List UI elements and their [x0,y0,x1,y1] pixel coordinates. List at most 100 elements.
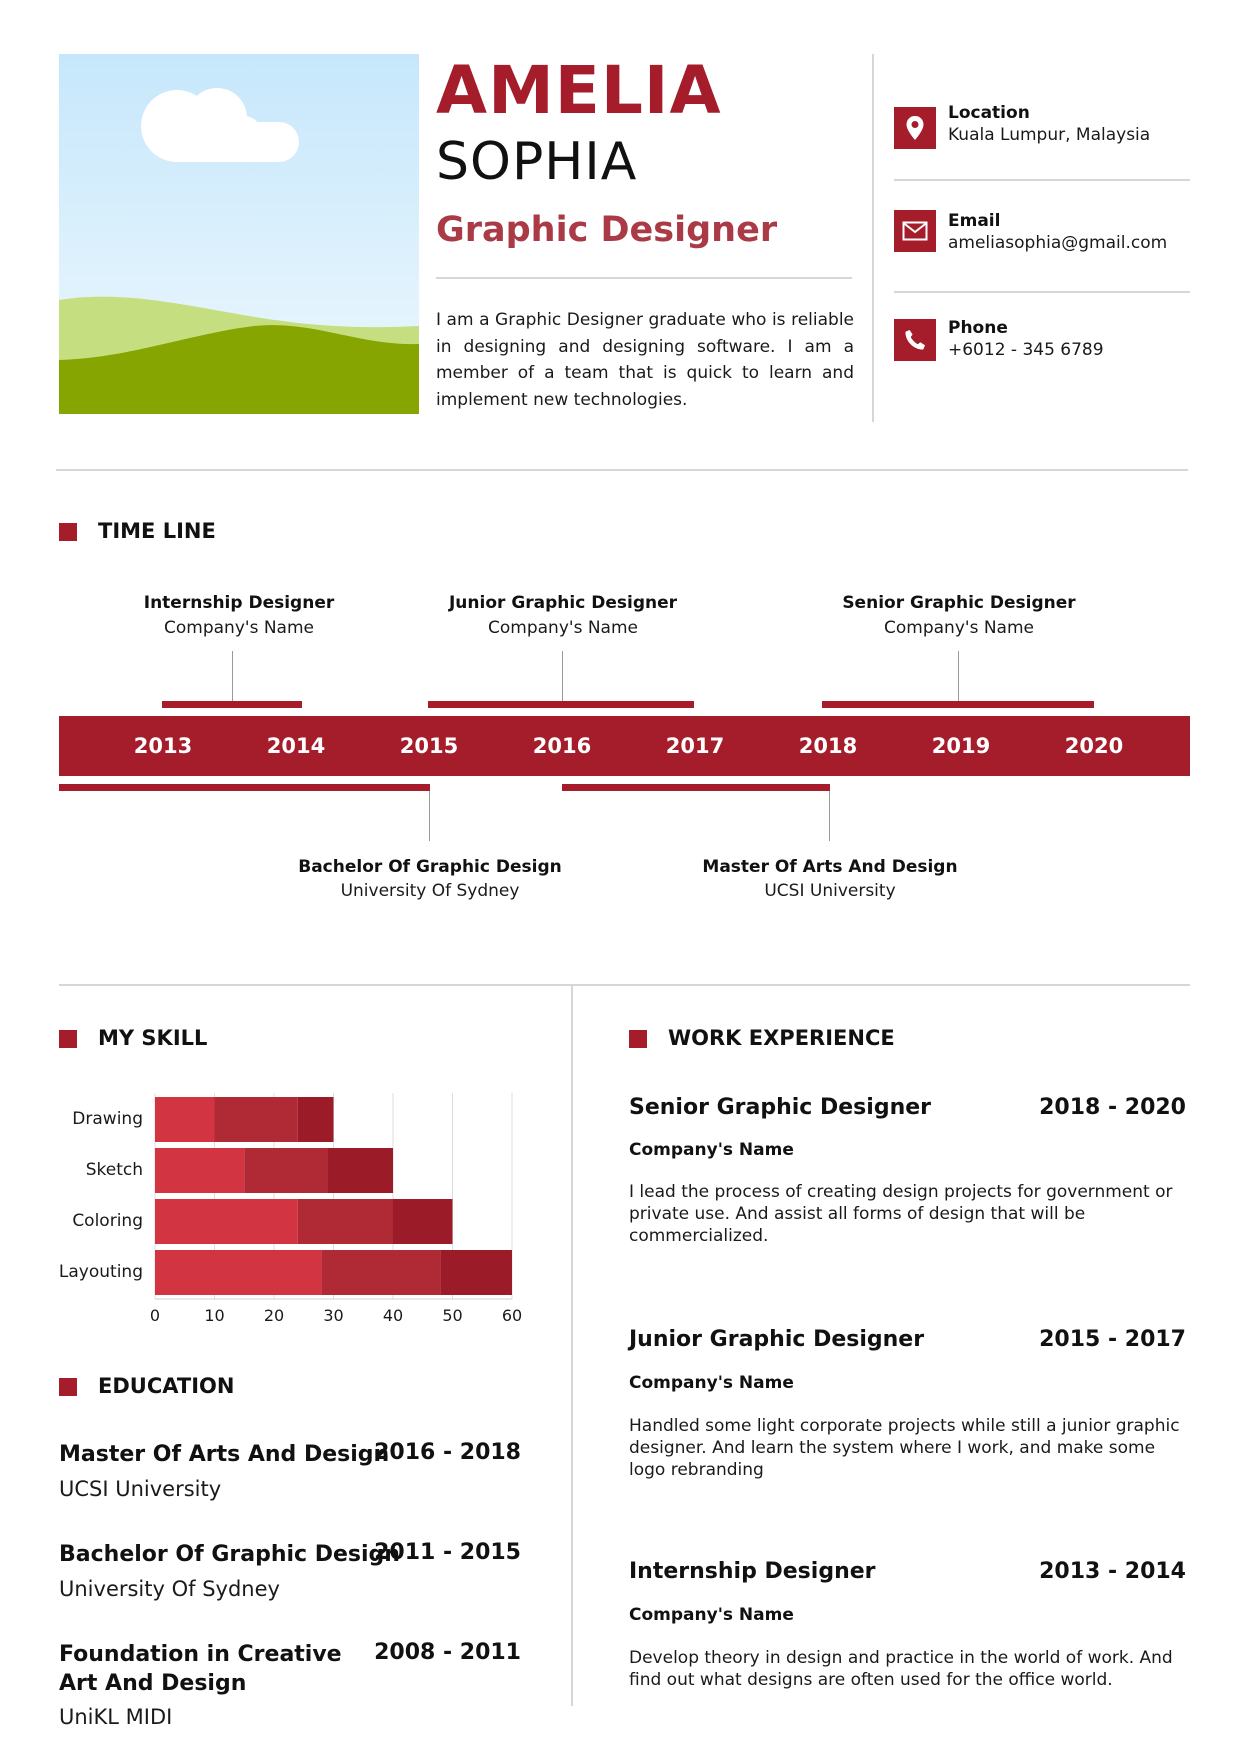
location-pin-icon [894,107,936,149]
email-label: Email [948,211,1001,231]
chart-category-label: Sketch [85,1160,143,1180]
work-company: Company's Name [629,1373,794,1393]
timeline-event-title: Bachelor Of Graphic Design [298,857,562,877]
timeline-range-bar [562,784,830,791]
location-label: Location [948,103,1030,123]
phone-icon [894,319,936,361]
timeline-event-title: Junior Graphic Designer [448,593,677,613]
timeline-event-title: Internship Designer [143,593,335,613]
chart-tick-label: 40 [382,1306,404,1325]
phone-value: +6012 - 345 6789 [948,340,1104,360]
timeline-section-marker [59,523,77,541]
education-section-title: EDUCATION [98,1374,235,1398]
timeline-band [59,716,1190,776]
work-years: 2013 - 2014 [1039,1559,1186,1584]
chart-bar-segment [214,1097,298,1142]
timeline-event-company: Company's Name [488,618,638,638]
work-description: I lead the process of creating design pr… [629,1182,1173,1246]
email-value[interactable]: ameliasophia@gmail.com [948,233,1168,253]
chart-bar-segment [244,1148,328,1193]
chart-tick-label: 10 [204,1306,225,1325]
timeline-section-title: TIME LINE [98,519,216,543]
work-description: Develop theory in design and practice in… [629,1648,1173,1690]
education-degree: Bachelor Of Graphic Design [59,1542,400,1567]
chart-tick-label: 50 [442,1306,463,1325]
education-school: UCSI University [59,1477,222,1501]
envelope-icon [894,210,936,252]
timeline-event-title: Master Of Arts And Design [702,857,958,877]
chart-category-label: Coloring [72,1211,143,1231]
header-divider [436,277,852,279]
section-divider-middle [59,984,1190,986]
chart-tick-label: 20 [263,1306,285,1325]
timeline-stem [829,791,830,841]
chart-tick-label: 0 [149,1306,161,1325]
timeline-event-company: Company's Name [884,618,1034,638]
skill-section-marker [59,1030,77,1048]
chart-bar-segment [297,1199,393,1244]
timeline-event-school: UCSI University [764,881,896,901]
work-section-title: WORK EXPERIENCE [668,1026,895,1050]
timeline-range-bar [59,784,430,791]
chart-bar-segment [155,1250,322,1295]
chart-category-label: Drawing [72,1109,143,1129]
job-title: Graphic Designer [436,210,778,250]
work-years: 2015 - 2017 [1039,1327,1186,1352]
chart-category-label: Layouting [58,1262,143,1282]
chart-bar-segment [155,1199,298,1244]
timeline-stem [562,651,563,701]
timeline-stem [958,651,959,701]
timeline-range-bar [162,701,302,708]
timeline-event-title: Senior Graphic Designer [842,593,1076,613]
education-years: 2011 - 2015 [374,1540,521,1565]
work-description: Handled some light corporate projects wh… [629,1416,1180,1480]
work-years: 2018 - 2020 [1039,1095,1186,1120]
timeline-range-bar [822,701,1094,708]
phone-label: Phone [948,318,1008,338]
timeline-year: 2018 [798,734,858,758]
chart-bar-segment [321,1250,441,1295]
education-years: 2016 - 2018 [374,1440,521,1465]
skill-section-title: MY SKILL [98,1026,208,1050]
timeline-year: 2017 [665,734,725,758]
location-value: Kuala Lumpur, Malaysia [948,125,1151,145]
chart-tick-label: 30 [323,1306,344,1325]
timeline-stem [232,651,233,701]
skill-chart [0,0,513,1300]
education-school: University Of Sydney [59,1577,280,1601]
first-name: AMELIA [436,52,722,129]
profile-photo [59,54,419,414]
last-name: SOPHIA [436,132,638,192]
education-degree: Foundation in Creative [59,1642,342,1667]
work-position: Junior Graphic Designer [629,1327,925,1352]
education-years: 2008 - 2011 [374,1640,521,1665]
work-company: Company's Name [629,1605,794,1625]
timeline-year: 2013 [133,734,193,758]
profile-summary: I am a Graphic Designer graduate who is … [436,310,854,410]
contact-divider-2 [894,291,1190,293]
header-vertical-divider [872,54,874,422]
education-school: UniKL MIDI [59,1705,173,1729]
education-degree-line2: Art And Design [59,1671,247,1696]
work-position: Senior Graphic Designer [629,1095,931,1120]
timeline-event-school: University Of Sydney [340,881,520,901]
chart-bar-segment [155,1148,245,1193]
education-degree: Master Of Arts And Design [59,1442,390,1467]
timeline-range-bar [428,701,694,708]
work-section-marker [629,1030,647,1048]
chart-tick-label: 60 [501,1306,523,1325]
chart-bar-segment [155,1097,215,1142]
timeline-stem [429,791,430,841]
chart-bar-segment [440,1250,512,1295]
timeline-year: 2016 [532,734,592,758]
chart-bar-segment [393,1199,453,1244]
chart-bar-segment [297,1097,334,1142]
work-company: Company's Name [629,1140,794,1160]
timeline-year: 2014 [266,734,326,758]
work-position: Internship Designer [629,1559,876,1584]
timeline-year: 2020 [1064,734,1124,758]
contact-divider-1 [894,179,1190,181]
column-divider [571,986,573,1706]
section-divider-top [56,469,1188,471]
